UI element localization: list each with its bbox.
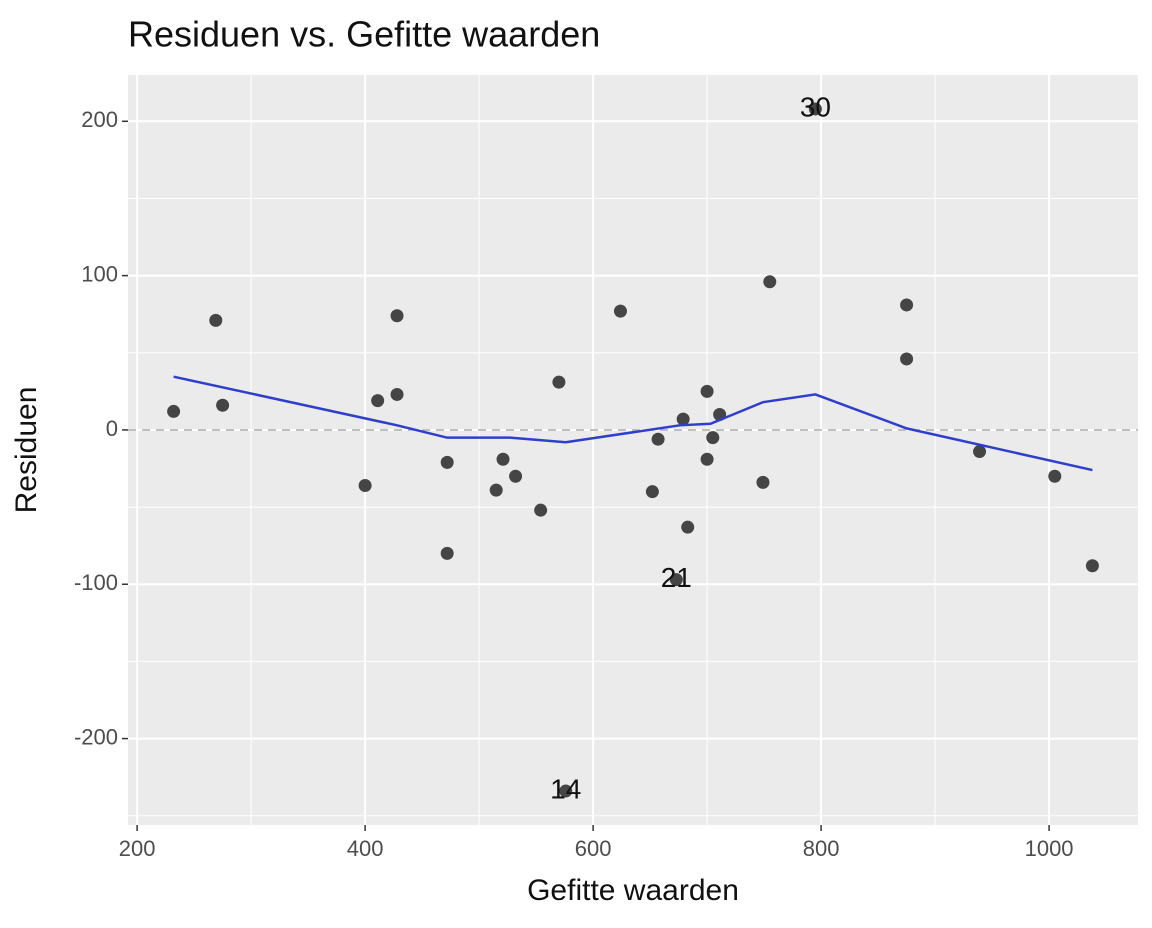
point xyxy=(371,394,385,408)
point xyxy=(676,412,690,426)
point xyxy=(552,375,566,389)
point xyxy=(534,503,548,517)
point xyxy=(559,784,573,798)
point xyxy=(440,455,454,469)
x-tick-label: 400 xyxy=(347,836,384,861)
point xyxy=(808,102,822,116)
point xyxy=(209,313,223,327)
y-axis-title: Residuen xyxy=(10,387,43,514)
point xyxy=(489,483,503,497)
point xyxy=(509,469,523,483)
x-tick-label: 200 xyxy=(119,836,156,861)
y-tick-label: -200 xyxy=(74,724,118,749)
point xyxy=(700,384,714,398)
point xyxy=(390,309,404,323)
y-tick-label: 100 xyxy=(81,261,118,286)
point xyxy=(1048,469,1062,483)
point xyxy=(681,520,695,534)
point xyxy=(973,445,987,459)
point xyxy=(1085,559,1099,573)
point-label: 30 xyxy=(800,91,831,122)
smooth-line xyxy=(173,375,1093,472)
point xyxy=(651,432,665,446)
point xyxy=(390,387,404,401)
point xyxy=(167,404,181,418)
point xyxy=(900,298,914,312)
point xyxy=(216,398,230,412)
point xyxy=(669,573,683,587)
point xyxy=(900,352,914,366)
plot-panel xyxy=(128,75,1138,825)
point xyxy=(440,546,454,560)
point-label: 21 xyxy=(661,562,692,593)
point xyxy=(358,478,372,492)
y-tick-label: -100 xyxy=(74,570,118,595)
chart-title: Residuen vs. Gefitte waarden xyxy=(128,14,600,55)
point xyxy=(645,485,659,499)
x-axis-title: Gefitte waarden xyxy=(527,874,739,907)
point xyxy=(700,452,714,466)
point xyxy=(763,275,777,289)
x-tick-label: 1000 xyxy=(1025,836,1074,861)
x-tick-label: 600 xyxy=(575,836,612,861)
point xyxy=(496,452,510,466)
x-tick-label: 800 xyxy=(803,836,840,861)
point xyxy=(756,475,770,489)
y-tick-label: 200 xyxy=(81,107,118,132)
y-tick-label: 0 xyxy=(106,416,118,441)
point-label: 14 xyxy=(550,773,581,804)
point xyxy=(706,431,720,445)
point xyxy=(613,304,627,318)
